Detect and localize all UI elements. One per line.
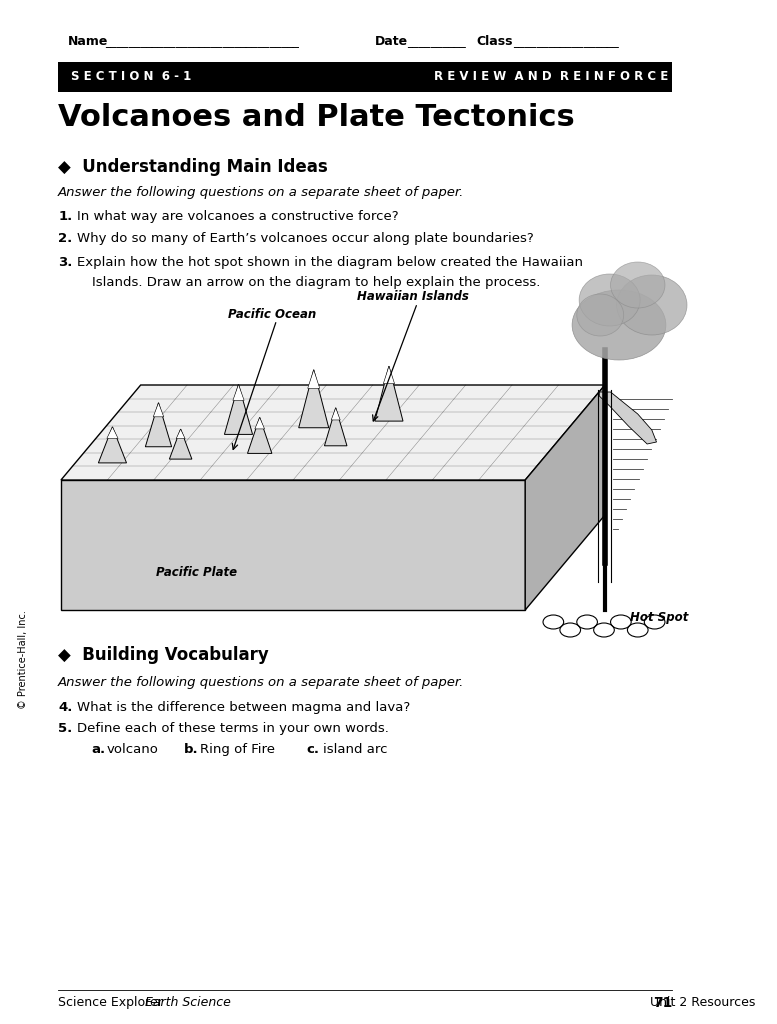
Ellipse shape xyxy=(577,294,624,336)
Text: Science Explorer: Science Explorer xyxy=(58,996,167,1009)
Text: 5.: 5. xyxy=(58,722,72,735)
Text: 4.: 4. xyxy=(58,701,72,714)
Text: __________________: __________________ xyxy=(513,35,618,48)
Text: 1.: 1. xyxy=(58,210,72,223)
Polygon shape xyxy=(106,427,118,438)
Text: Pacific Plate: Pacific Plate xyxy=(156,565,238,579)
Ellipse shape xyxy=(617,275,687,335)
Polygon shape xyxy=(599,392,657,444)
Polygon shape xyxy=(331,408,340,420)
Polygon shape xyxy=(145,402,172,446)
Text: island arc: island arc xyxy=(322,743,387,756)
Polygon shape xyxy=(176,429,185,438)
Text: b.: b. xyxy=(184,743,198,756)
Text: Islands. Draw an arrow on the diagram to help explain the process.: Islands. Draw an arrow on the diagram to… xyxy=(92,276,540,289)
Text: Name: Name xyxy=(68,35,108,48)
Text: R E V I E W  A N D  R E I N F O R C E: R E V I E W A N D R E I N F O R C E xyxy=(434,71,669,84)
Text: Date: Date xyxy=(375,35,408,48)
Text: 2.: 2. xyxy=(58,232,72,245)
Text: ◆  Understanding Main Ideas: ◆ Understanding Main Ideas xyxy=(58,158,328,176)
Text: Answer the following questions on a separate sheet of paper.: Answer the following questions on a sepa… xyxy=(58,676,465,689)
Text: __________: __________ xyxy=(407,35,465,48)
Text: Answer the following questions on a separate sheet of paper.: Answer the following questions on a sepa… xyxy=(58,186,465,199)
Ellipse shape xyxy=(611,262,665,308)
Text: c.: c. xyxy=(307,743,319,756)
Text: Define each of these terms in your own words.: Define each of these terms in your own w… xyxy=(77,722,388,735)
Text: In what way are volcanoes a constructive force?: In what way are volcanoes a constructive… xyxy=(77,210,399,223)
Polygon shape xyxy=(61,480,525,610)
Text: S E C T I O N  6 - 1: S E C T I O N 6 - 1 xyxy=(71,71,191,84)
Polygon shape xyxy=(99,427,127,463)
Text: ◆  Building Vocabulary: ◆ Building Vocabulary xyxy=(58,646,269,664)
Text: Explain how the hot spot shown in the diagram below created the Hawaiian: Explain how the hot spot shown in the di… xyxy=(77,256,583,269)
Polygon shape xyxy=(525,385,605,610)
Polygon shape xyxy=(248,418,272,454)
Polygon shape xyxy=(153,402,164,417)
Polygon shape xyxy=(325,408,347,445)
Text: 71: 71 xyxy=(653,996,672,1010)
Polygon shape xyxy=(383,367,395,384)
Text: 3.: 3. xyxy=(58,256,72,269)
Bar xyxy=(58,62,672,92)
Text: © Prentice-Hall, Inc.: © Prentice-Hall, Inc. xyxy=(18,610,27,710)
Ellipse shape xyxy=(579,274,640,326)
Ellipse shape xyxy=(572,290,666,360)
Polygon shape xyxy=(308,370,319,388)
Text: Hawaiian Islands: Hawaiian Islands xyxy=(357,290,469,303)
Text: Volcanoes and Plate Tectonics: Volcanoes and Plate Tectonics xyxy=(58,103,575,132)
Polygon shape xyxy=(255,418,265,429)
Text: Unit 2 Resources: Unit 2 Resources xyxy=(650,996,763,1009)
Text: volcano: volcano xyxy=(107,743,159,756)
Polygon shape xyxy=(375,367,403,421)
Text: Why do so many of Earth’s volcanoes occur along plate boundaries?: Why do so many of Earth’s volcanoes occu… xyxy=(77,232,534,245)
Polygon shape xyxy=(225,384,253,434)
Text: Earth Science: Earth Science xyxy=(145,996,232,1009)
Text: Ring of Fire: Ring of Fire xyxy=(200,743,275,756)
Text: Pacific Ocean: Pacific Ocean xyxy=(228,308,316,321)
Polygon shape xyxy=(233,384,244,400)
Text: a.: a. xyxy=(91,743,105,756)
Text: Class: Class xyxy=(476,35,513,48)
Text: Hot Spot: Hot Spot xyxy=(630,611,688,625)
Polygon shape xyxy=(169,429,192,459)
Polygon shape xyxy=(298,370,329,428)
Polygon shape xyxy=(61,385,605,480)
Text: What is the difference between magma and lava?: What is the difference between magma and… xyxy=(77,701,410,714)
Text: _________________________________: _________________________________ xyxy=(105,35,299,48)
